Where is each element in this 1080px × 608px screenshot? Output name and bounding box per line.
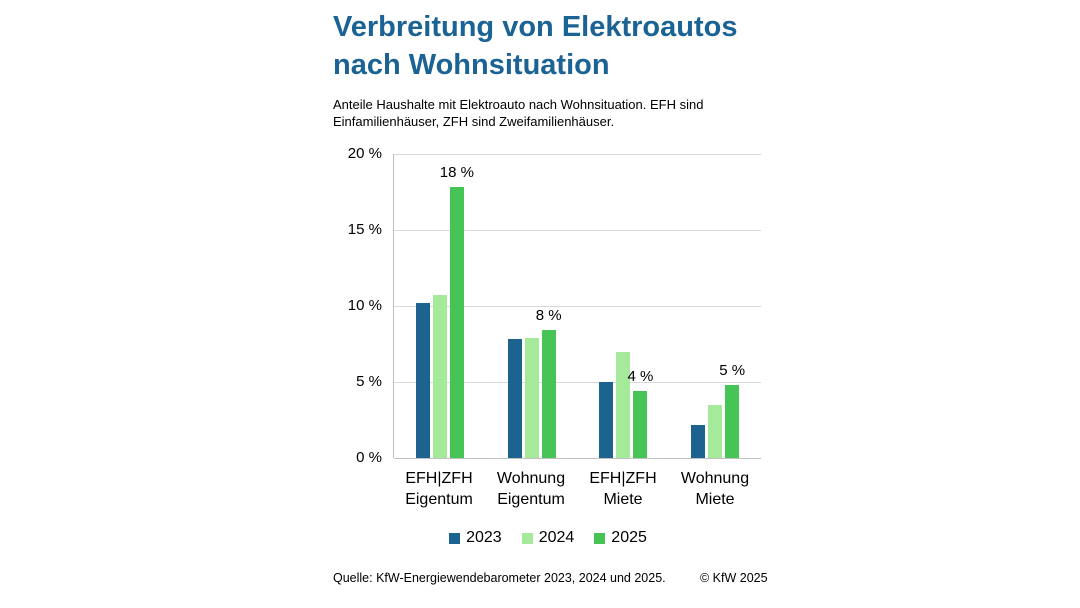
gridline [394, 306, 761, 307]
chart-subtitle: Anteile Haushalte mit Elektroauto nach W… [333, 96, 703, 130]
gridline [394, 154, 761, 155]
bar-2025: 4 % [627, 368, 653, 458]
bar-group: 4 % [578, 154, 670, 458]
chart-subtitle-line1: Anteile Haushalte mit Elektroauto nach W… [333, 97, 704, 112]
bar-2023 [599, 382, 614, 458]
x-category-label: Wohnung Eigentum [496, 470, 566, 508]
y-tick-label: 20 % [347, 145, 382, 162]
bar-value-label: 8 % [535, 307, 562, 325]
bar-value-label: 5 % [719, 362, 746, 380]
bar-2024 [616, 351, 631, 458]
chart-title: Verbreitung von Elektroautos nach Wohnsit… [333, 8, 737, 84]
y-tick-label: 0 % [356, 449, 382, 466]
plot-area: 20 % 15 % 10 % 5 % 0 % 18 % 8 % 4 % 5 % [348, 145, 761, 466]
chart-subtitle-line2: Einfamilienhäuser, ZFH sind Zweifamilien… [333, 114, 615, 129]
legend-item: 2023 [449, 529, 502, 547]
bar-2023 [691, 424, 706, 458]
bar-group: 18 % [394, 154, 486, 458]
y-tick-label: 15 % [347, 221, 382, 238]
legend-label: 2023 [466, 529, 502, 546]
x-axis-labels: EFH|ZFH Eigentum Wohnung Eigentum EFH|ZFH … [393, 468, 761, 510]
y-tick-label: 10 % [347, 297, 382, 314]
bar-group: 5 % [669, 154, 761, 458]
x-category-label: Wohnung Miete [680, 470, 750, 508]
source-note: Quelle: KfW-Energiewendebarometer 2023, … [333, 571, 666, 585]
y-tick-label: 5 % [356, 373, 382, 390]
bar-value-label: 4 % [627, 368, 654, 386]
legend-swatch [594, 532, 606, 544]
legend-label: 2024 [538, 529, 575, 546]
gridline [394, 458, 761, 459]
bar-2024 [432, 295, 447, 458]
legend-item: 2024 [521, 529, 575, 547]
legend-item: 2025 [594, 529, 647, 547]
bar-2025: 5 % [719, 362, 745, 458]
x-category-label: EFH|ZFH Eigentum [405, 470, 473, 508]
legend: 2023 2024 2025 [333, 529, 763, 547]
bar-group: 8 % [486, 154, 578, 458]
chart-title-line2: nach Wohnsituation [333, 49, 610, 81]
bar-value-label: 18 % [439, 164, 474, 182]
bar-2024 [524, 337, 539, 458]
bar-2024 [708, 404, 723, 458]
chart-title-line1: Verbreitung von Elektroautos [333, 11, 738, 43]
legend-swatch [521, 532, 533, 544]
bar-2023 [415, 302, 430, 458]
gridline [394, 382, 761, 383]
legend-label: 2025 [611, 529, 647, 546]
bar-2023 [507, 339, 522, 458]
x-category-label: EFH|ZFH Miete [589, 470, 657, 508]
bar-2025: 8 % [536, 307, 562, 458]
gridline [394, 230, 761, 231]
bar-groups: 18 % 8 % 4 % 5 % [394, 154, 761, 458]
legend-swatch [449, 532, 461, 544]
copyright: © KfW 2025 [700, 571, 768, 585]
bar-2025: 18 % [440, 164, 474, 458]
